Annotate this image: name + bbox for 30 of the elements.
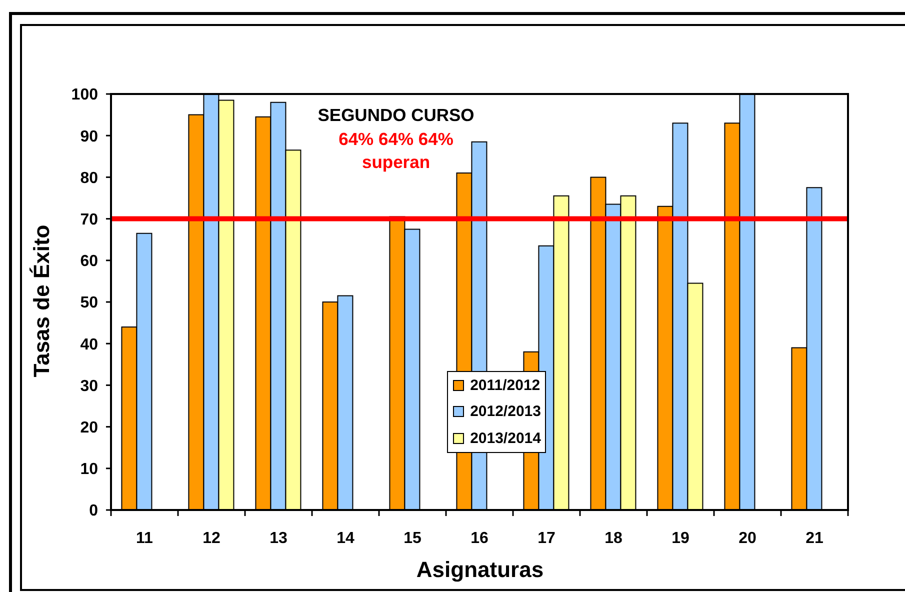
x-tick-label: 12 [202, 530, 220, 547]
y-tick-label: 20 [80, 419, 98, 436]
x-tick-label: 21 [806, 530, 824, 547]
x-tick-label: 16 [470, 530, 488, 547]
y-tick-label: 10 [80, 461, 98, 478]
legend-label: 2012/2013 [470, 403, 541, 420]
y-axis-title: Tasas de Éxito [29, 224, 55, 378]
y-tick-label: 70 [80, 211, 98, 228]
annotation: 64% 64% 64% [338, 128, 454, 150]
y-tick-label: 50 [80, 294, 98, 312]
x-tick-label: 19 [672, 530, 690, 547]
y-tick-label: 60 [80, 253, 98, 270]
annotation: SEGUNDO CURSO [318, 104, 474, 127]
x-tick-label: 18 [604, 530, 622, 547]
annotation: superan [360, 151, 432, 174]
x-tick-label: 17 [538, 530, 556, 547]
y-tick-label: 100 [71, 86, 98, 104]
y-tick-label: 80 [80, 170, 98, 187]
x-tick-label: 13 [270, 530, 288, 547]
x-tick-label: 11 [136, 530, 154, 547]
legend-label: 2011/2012 [470, 376, 540, 394]
legend-label: 2013/2014 [470, 430, 541, 447]
y-tick-label: 40 [80, 336, 98, 354]
x-tick-label: 14 [336, 530, 354, 547]
y-tick-label: 90 [80, 128, 98, 146]
y-tick-label: 30 [80, 378, 98, 395]
x-tick-label: 20 [738, 530, 756, 547]
y-tick-label: 0 [89, 502, 98, 520]
x-tick-label: 15 [404, 530, 422, 547]
x-axis-title: Asignaturas [416, 557, 544, 583]
